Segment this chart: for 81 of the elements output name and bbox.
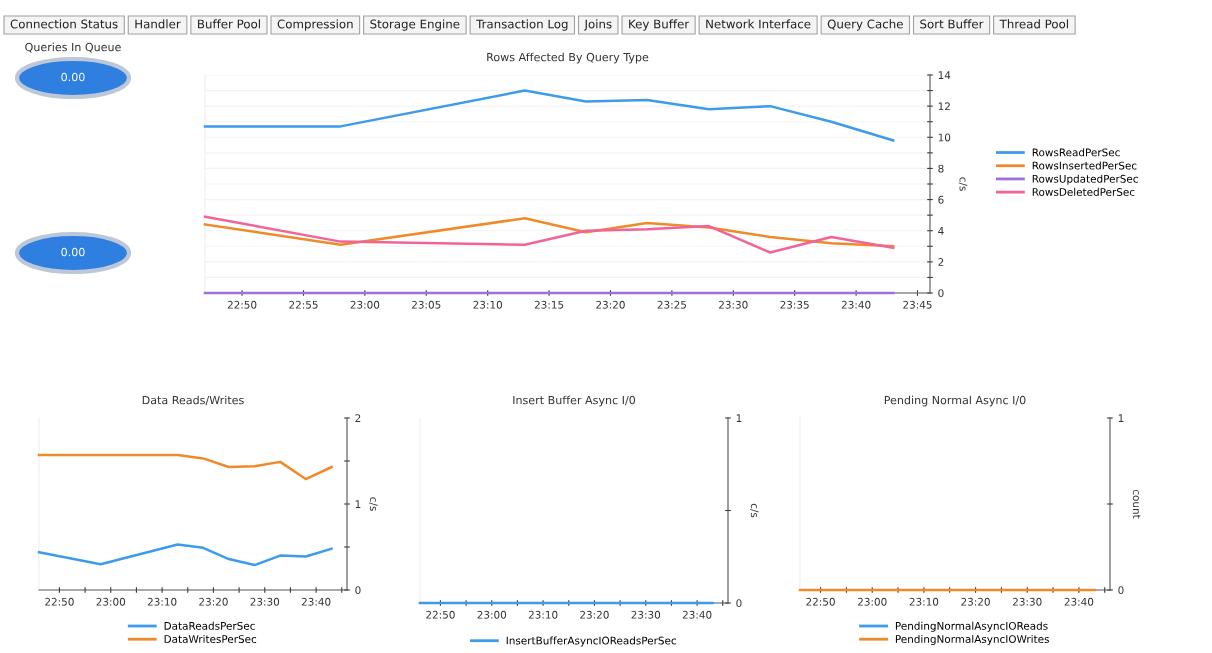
legend-label: PendingNormalAsyncIOWrites xyxy=(895,634,1049,646)
text: Transaction Log xyxy=(476,19,568,31)
x-tick-label: 23:20 xyxy=(596,300,625,309)
text: Buffer Pool xyxy=(198,19,260,29)
x-tick-label: 23:30 xyxy=(631,610,661,619)
x-tick-label: 23:10 xyxy=(147,597,177,606)
chart-title: Insert Buffer Async I/0 xyxy=(513,395,636,407)
x-tick-label: 22:50 xyxy=(45,597,74,606)
y-tick-label: 1 xyxy=(1118,414,1124,422)
y-tick-label: 1 xyxy=(355,500,361,508)
text: Sort Buffer xyxy=(920,19,984,29)
x-tick-label: 23:35 xyxy=(780,300,809,309)
legend-label: RowsInsertedPerSec xyxy=(1032,161,1137,170)
text: 0.00 xyxy=(61,72,85,82)
x-tick-label: 23:40 xyxy=(301,597,331,606)
x-tick-label: 23:10 xyxy=(528,610,558,619)
x-tick-label: 23:25 xyxy=(657,300,686,309)
y-axis-title: count xyxy=(1132,489,1141,519)
x-tick-label: 23:00 xyxy=(477,610,507,619)
text: Key Buffer xyxy=(629,19,690,31)
y-tick-label: 4 xyxy=(938,227,944,235)
x-tick-label: 23:40 xyxy=(841,300,871,309)
y-axis-title: c/s xyxy=(958,177,968,191)
x-tick-label: 23:00 xyxy=(350,300,380,309)
x-tick-label: 23:15 xyxy=(534,300,564,309)
y-tick-label: 8 xyxy=(938,164,944,173)
x-tick-label: 23:30 xyxy=(1012,597,1042,606)
y-axis-title: c/s xyxy=(750,503,759,518)
line-series xyxy=(37,543,333,567)
x-tick-label: 22:50 xyxy=(806,597,835,606)
legend-label: DataReadsPerSec xyxy=(164,621,255,630)
text: Handler xyxy=(135,19,181,29)
x-tick-label: 23:20 xyxy=(580,610,609,619)
y-tick-label: 6 xyxy=(938,195,944,204)
x-tick-label: 23:10 xyxy=(473,300,503,309)
y-tick-label: 0 xyxy=(938,289,944,298)
line-series xyxy=(203,89,895,142)
legend-label: RowsReadPerSec xyxy=(1032,148,1120,157)
legend-label: DataWritesPerSec xyxy=(164,634,257,643)
y-axis-title: c/s xyxy=(369,497,378,511)
y-tick-label: 14 xyxy=(938,71,951,79)
y-tick-label: 0 xyxy=(736,599,742,608)
text: Network Interface xyxy=(706,19,811,29)
text: Connection Status xyxy=(10,19,118,29)
text: Compression xyxy=(277,19,353,31)
x-tick-label: 23:00 xyxy=(96,597,126,606)
chart-title: Pending Normal Async I/0 xyxy=(884,395,1026,407)
y-tick-label: 10 xyxy=(938,133,951,142)
text: Storage Engine xyxy=(370,19,460,31)
x-tick-label: 22:50 xyxy=(227,300,257,309)
legend-label: RowsUpdatedPerSec xyxy=(1032,174,1138,185)
text: Query Cache xyxy=(827,19,903,31)
x-tick-label: 23:00 xyxy=(857,597,887,606)
legend-label: InsertBufferAsyncIOReadsPerSec xyxy=(506,636,676,647)
chart-title: Data Reads/Writes xyxy=(142,395,244,406)
x-tick-label: 23:20 xyxy=(199,597,228,606)
text: Queries In Queue xyxy=(25,42,121,53)
x-tick-label: 23:10 xyxy=(909,597,939,606)
x-tick-label: 23:30 xyxy=(250,597,280,606)
legend-label: PendingNormalAsyncIOReads xyxy=(895,621,1048,632)
x-tick-label: 23:20 xyxy=(961,597,990,606)
y-tick-label: 1 xyxy=(736,414,742,422)
y-tick-label: 2 xyxy=(938,258,944,266)
text: Thread Pool xyxy=(999,19,1068,29)
x-tick-label: 23:40 xyxy=(1064,597,1094,606)
x-tick-label: 22:55 xyxy=(289,300,318,309)
x-tick-label: 23:30 xyxy=(719,300,748,309)
chart-title: Rows Affected By Query Type xyxy=(487,52,649,64)
x-tick-label: 23:40 xyxy=(682,610,712,619)
line-series xyxy=(37,453,333,481)
x-tick-label: 23:45 xyxy=(903,300,932,309)
y-tick-label: 0 xyxy=(355,586,361,595)
text: Joins xyxy=(583,19,612,31)
x-tick-label: 22:50 xyxy=(426,610,455,619)
x-tick-label: 23:05 xyxy=(412,300,441,309)
legend-label: RowsDeletedPerSec xyxy=(1032,187,1135,196)
y-tick-label: 12 xyxy=(938,102,950,111)
text: 0.00 xyxy=(61,247,85,257)
line-series xyxy=(203,215,895,254)
y-tick-label: 2 xyxy=(355,414,361,422)
y-tick-label: 0 xyxy=(1118,586,1124,595)
